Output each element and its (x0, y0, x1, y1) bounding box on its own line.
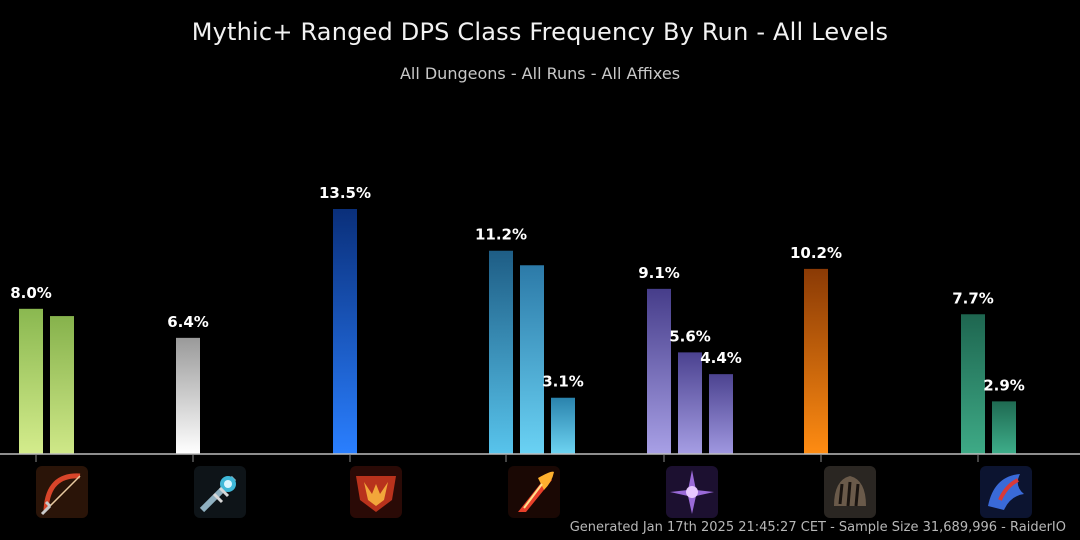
bar-value-label: 4.4% (700, 349, 742, 367)
dragon-icon (980, 466, 1032, 518)
shield-icon (350, 466, 402, 518)
bar-value-label: 3.1% (542, 373, 584, 391)
bar-1-1 (19, 308, 43, 454)
bar-6-1 (804, 268, 828, 454)
bar-value-label: 8.0% (10, 284, 52, 302)
claw-icon (824, 466, 876, 518)
chart-subtitle: All Dungeons - All Runs - All Affixes (399, 64, 681, 83)
bar-4-2 (520, 265, 544, 454)
bar-2-1 (176, 337, 200, 454)
bar-4-1 (489, 250, 513, 454)
footer-caption: Generated Jan 17th 2025 21:45:27 CET - S… (569, 520, 1066, 535)
bar-5-2 (678, 352, 702, 454)
bar-value-label: 2.9% (983, 376, 1025, 394)
bar-5-1 (647, 288, 671, 454)
bar-3-1 (333, 209, 357, 454)
bar-value-label: 9.1% (638, 264, 680, 282)
chart-title: Mythic+ Ranged DPS Class Frequency By Ru… (191, 18, 889, 46)
bar-value-label: 6.4% (167, 313, 209, 331)
spirit-icon (666, 466, 718, 518)
bar-value-label: 10.2% (790, 244, 842, 262)
bar-5-3 (709, 374, 733, 454)
bar-7-2 (992, 401, 1016, 454)
bar-value-label: 5.6% (669, 327, 711, 345)
bow-icon (36, 466, 88, 518)
bar-value-label: 11.2% (475, 226, 527, 244)
bar-1-2 (50, 316, 74, 454)
bar-value-label: 7.7% (952, 289, 994, 307)
bar-7-1 (961, 314, 985, 454)
staff-icon (194, 466, 246, 518)
bar-4-3 (551, 397, 575, 454)
bar-value-label: 13.5% (319, 184, 371, 202)
fire-icon (508, 466, 560, 518)
